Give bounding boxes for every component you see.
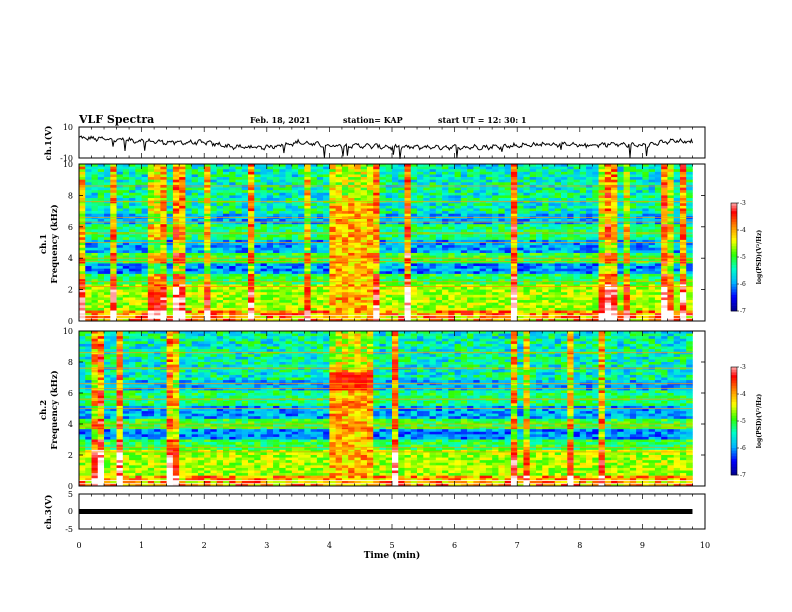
- colorbar-tick: -6: [740, 281, 746, 288]
- x-tick-label: 1: [139, 541, 144, 550]
- ch2-freq-tick: 6: [68, 389, 73, 398]
- colorbar-label: log(PSD)(V²/Hz): [756, 394, 763, 449]
- ch1-freq-tick: 8: [68, 191, 73, 200]
- x-axis-label: Time (min): [364, 550, 421, 561]
- colorbar-tick: -5: [740, 254, 746, 261]
- ch1-spectrogram-panel: 0 2 4 6 8 10 ch.1 Frequency (kHz): [39, 160, 706, 326]
- ch2-frequency-label: Frequency (kHz): [49, 370, 60, 449]
- ch3-ytick-mid: 0: [68, 507, 73, 516]
- colorbar-tick: -4: [740, 227, 746, 234]
- figure-title: VLF Spectra: [78, 113, 154, 126]
- ch1-freq-tick: 2: [68, 286, 73, 295]
- ch1-waveform-ylabel: ch.1(V): [43, 126, 54, 161]
- ch1-ytick-top: 10: [63, 123, 73, 132]
- x-tick-label: 0: [76, 541, 81, 550]
- x-tick-label: 2: [202, 541, 207, 550]
- ch3-waveform-panel: 5 0 -5 ch.3(V): [43, 490, 706, 534]
- colorbar-tick: -7: [740, 472, 746, 479]
- x-tick-label: 3: [264, 541, 269, 550]
- x-axis: 0 1 2 3 4 5 6 7 8 9 10: [76, 127, 710, 550]
- start-time-label: start UT = 12: 30: 1: [438, 115, 527, 125]
- x-tick-label: 5: [389, 541, 394, 550]
- ch2-freq-tick: 4: [68, 420, 73, 429]
- ch1-spectrogram-heatmap: [79, 164, 693, 322]
- ch1-colorbar: -3 -4 -5 -6 -7 log(PSD)(V²/Hz): [730, 200, 763, 315]
- x-tick-label: 6: [452, 541, 457, 550]
- x-tick-label: 9: [640, 541, 645, 550]
- ch1-ytick-bottom: -10: [60, 154, 73, 163]
- ch3-waveform-ylabel: ch.3(V): [43, 495, 54, 530]
- x-tick-label: 7: [515, 541, 520, 550]
- ch1-waveform-trace: [78, 135, 693, 159]
- date-label: Feb. 18, 2021: [250, 115, 310, 125]
- x-tick-label: 8: [577, 541, 582, 550]
- ch2-channel-label: ch.2: [39, 400, 49, 420]
- colorbar-tick: -5: [740, 418, 746, 425]
- colorbar-tick: -3: [740, 200, 746, 207]
- ch1-frequency-label: Frequency (kHz): [49, 204, 60, 283]
- header: VLF Spectra Feb. 18, 2021 station= KAP s…: [78, 113, 527, 126]
- ch1-freq-tick: 4: [68, 254, 73, 263]
- ch2-freq-tick: 8: [68, 358, 73, 367]
- colorbar-tick: -4: [740, 391, 746, 398]
- ch2-spectrogram-panel: 0 2 4 6 8 10 ch.2 Frequency (kHz): [39, 327, 706, 491]
- ch1-freq-tick: 0: [68, 317, 73, 326]
- station-label: station= KAP: [343, 115, 403, 125]
- ch3-ytick-top: 5: [68, 490, 73, 499]
- ch2-spectrogram-heatmap: [79, 331, 693, 487]
- ch3-ytick-bottom: -5: [65, 525, 73, 534]
- x-tick-label: 10: [700, 541, 710, 550]
- ch2-freq-tick: 0: [68, 482, 73, 491]
- ch2-colorbar: -3 -4 -5 -6 -7 log(PSD)(V²/Hz): [730, 364, 763, 479]
- ch1-freq-tick: 10: [63, 160, 73, 169]
- colorbar-tick: -6: [740, 445, 746, 452]
- ch2-freq-tick: 10: [63, 327, 73, 336]
- ch1-waveform-panel: 10 -10 ch.1(V): [43, 123, 706, 163]
- ch1-freq-tick: 6: [68, 223, 73, 232]
- ch1-waveform-line: [78, 135, 693, 159]
- colorbar-label: log(PSD)(V²/Hz): [756, 230, 763, 285]
- ch1-channel-label: ch.1: [39, 234, 49, 254]
- colorbar-tick: -7: [740, 308, 746, 315]
- x-tick-label: 4: [327, 541, 332, 550]
- ch2-freq-tick: 2: [68, 451, 73, 460]
- ch1-waveform-frame: [78, 126, 706, 159]
- colorbar-tick: -3: [740, 364, 746, 371]
